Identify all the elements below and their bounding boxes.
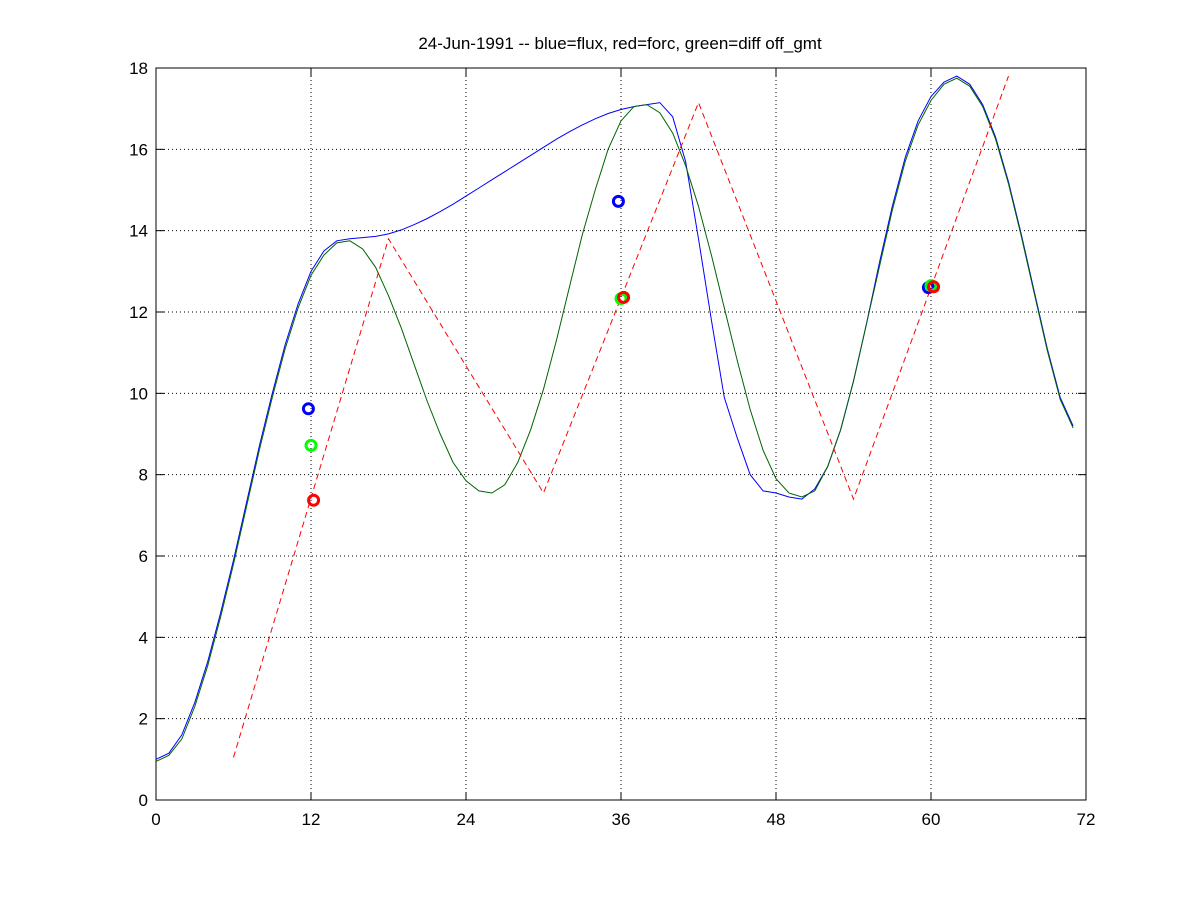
y-tick-label: 4 [139,628,148,647]
x-tick-label: 0 [151,810,160,829]
y-tick-label: 8 [139,466,148,485]
marker-flux [611,194,625,208]
x-tick-label: 24 [457,810,476,829]
x-tick-label: 48 [767,810,786,829]
y-tick-label: 2 [139,710,148,729]
y-tick-label: 12 [129,303,148,322]
x-tick-label: 12 [302,810,321,829]
plot-axes-box [155,67,1087,801]
y-tick-label: 0 [139,791,148,810]
marker-forc [927,280,941,294]
marker-forc [617,290,631,304]
marker-flux [301,402,315,416]
y-tick-label: 18 [129,59,148,78]
y-tick-label: 16 [129,140,148,159]
y-tick-label: 10 [129,384,148,403]
y-tick-label: 14 [129,222,148,241]
series-line-flux [155,75,1074,760]
series-line-forc [233,75,1009,758]
y-tick-label: 6 [139,547,148,566]
x-tick-label: 60 [922,810,941,829]
marker-forc [307,493,321,507]
x-tick-label: 36 [612,810,631,829]
marker-diff [304,438,318,452]
chart-title: 24-Jun-1991 -- blue=flux, red=forc, gree… [418,34,822,53]
x-tick-label: 72 [1077,810,1096,829]
series-line-diff [155,77,1074,762]
